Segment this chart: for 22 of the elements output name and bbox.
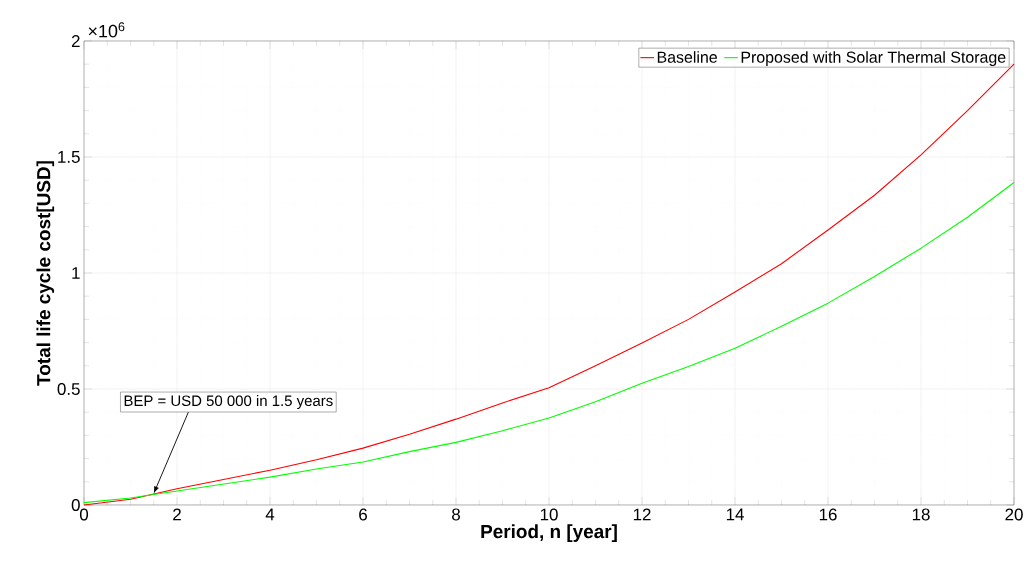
y-tick-label: 2 [71,35,80,47]
y-tick-label: 0 [71,498,80,511]
y-tick-label: 1 [72,267,80,279]
x-axis-title: Period, n [year] [481,524,617,542]
annotation: BEP = USD 50 000 in 1.5 years [124,395,333,409]
y-axis-title: Total life cycle cost[USD] [36,161,55,386]
x-tick-label: 12 [633,508,651,521]
x-tick-label: 20 [1005,508,1023,521]
x-tick-label: 18 [912,508,930,521]
x-tick-label: 8 [452,508,460,521]
x-tick-label: 6 [359,508,367,521]
x-tick-label: 16 [819,508,837,521]
x-tick-label: 2 [173,508,181,521]
y-tick-label: 0.5 [57,382,80,395]
legend-label: Baseline [657,51,717,63]
x-tick-label: 4 [265,508,275,521]
x-tick-label: 14 [726,508,744,521]
x-tick-label: 10 [540,508,558,521]
x-tick-label: 0 [79,508,89,521]
y-tick-label: 1.5 [58,151,80,163]
text: ×10$^{6}$ [88,22,125,38]
legend-label: Proposed with Solar Thermal Storage [741,51,1006,66]
